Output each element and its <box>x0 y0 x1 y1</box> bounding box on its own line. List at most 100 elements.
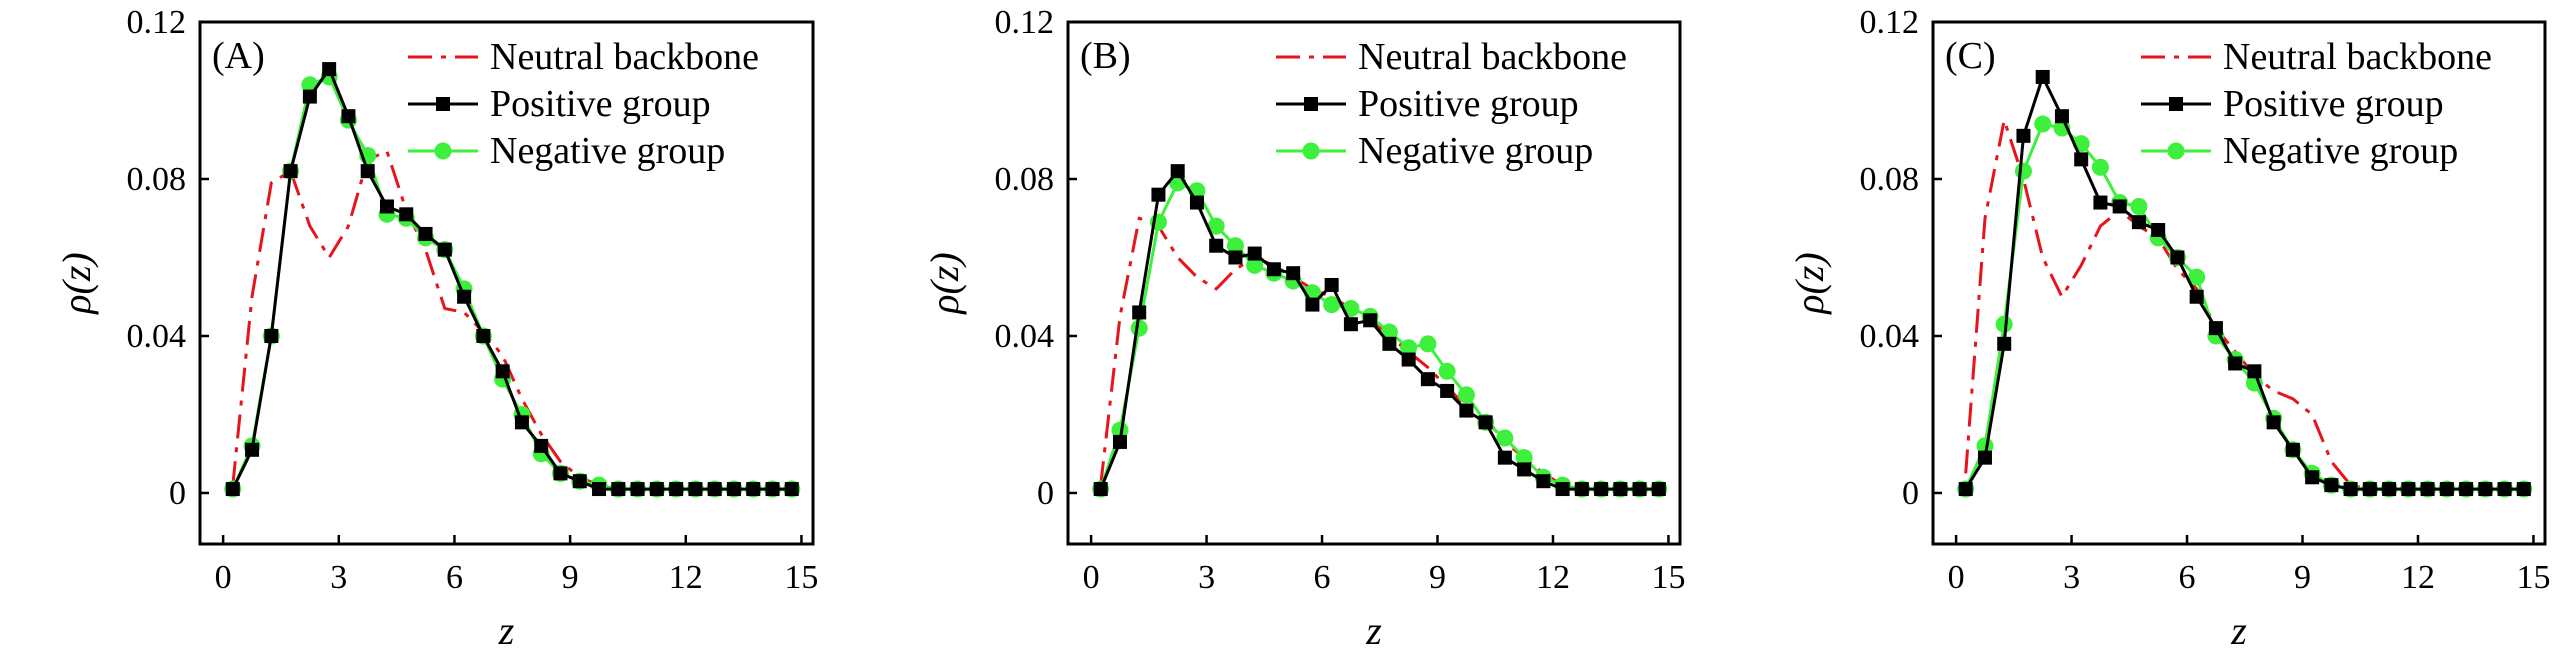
data-point <box>1246 256 1264 274</box>
data-point <box>1324 277 1339 292</box>
data-point <box>553 466 568 481</box>
legend: Neutral backbone Positive group Negative g… <box>408 36 759 172</box>
series-neutral-backbone <box>1964 118 2524 491</box>
data-point <box>2188 268 2206 286</box>
x-tick-label: 6 <box>1314 559 1331 596</box>
data-point <box>1515 449 1533 467</box>
data-point <box>1497 450 1512 465</box>
data-point <box>630 482 645 497</box>
panel-b: 0 3 6 9 12 15 0 0.04 0.08 0.12 z ρ(z) (B) Neutral bac… <box>922 4 1685 653</box>
data-point <box>688 482 703 497</box>
series-neutral-backbone <box>231 150 792 491</box>
data-point <box>2324 478 2339 493</box>
data-point <box>1132 305 1147 320</box>
data-point <box>2497 482 2512 497</box>
data-point <box>1207 217 1225 235</box>
y-axis-label: ρ(z) <box>1787 252 1832 315</box>
data-point <box>1457 386 1475 404</box>
x-tick-label: 0 <box>1948 559 1965 596</box>
y-tick-label: 0.04 <box>995 318 1055 355</box>
data-point <box>1419 335 1437 353</box>
y-tick-label: 0 <box>169 475 186 512</box>
data-point <box>1343 317 1358 332</box>
series-neutral-backbone <box>1099 216 1659 491</box>
data-point <box>2362 482 2377 497</box>
data-point <box>1517 462 1532 477</box>
legend-entry: Positive group <box>1358 83 1579 125</box>
data-point <box>649 482 664 497</box>
legend-entry: Negative group <box>2223 130 2458 172</box>
data-point <box>1400 339 1418 357</box>
legend-marker <box>434 142 452 160</box>
data-point <box>572 474 587 489</box>
series-line <box>1099 216 1659 491</box>
data-point <box>2093 195 2108 210</box>
series-line <box>1964 122 2524 491</box>
y-axis-label: ρ(z) <box>54 252 99 315</box>
data-point <box>1151 187 1166 202</box>
data-point <box>2034 115 2052 133</box>
x-tick-label: 12 <box>1536 559 1570 596</box>
data-point <box>264 328 279 343</box>
legend-entry: Positive group <box>490 83 711 125</box>
legend-entry: Neutral backbone <box>2223 36 2492 78</box>
data-point <box>534 438 549 453</box>
y-tick-label: 0.08 <box>1860 161 1920 198</box>
data-point <box>1997 336 2012 351</box>
data-point <box>2266 415 2281 430</box>
data-point <box>283 164 298 179</box>
data-point <box>1266 262 1281 277</box>
data-point <box>2054 109 2069 124</box>
series-line <box>1099 181 1659 491</box>
panel-label: (B) <box>1080 35 1131 77</box>
data-point <box>495 364 510 379</box>
x-axis-label: z <box>2230 608 2247 653</box>
data-point <box>1651 482 1666 497</box>
series-positive-group <box>225 62 799 497</box>
data-point <box>611 482 626 497</box>
data-point <box>2130 197 2148 215</box>
data-point <box>457 289 472 304</box>
data-point <box>1977 450 1992 465</box>
data-point <box>225 482 240 497</box>
plot-frame <box>198 20 815 546</box>
x-tick-label: 0 <box>215 559 232 596</box>
data-point <box>514 415 529 430</box>
data-point <box>1111 421 1129 439</box>
data-point <box>1363 313 1378 328</box>
data-point <box>2189 289 2204 304</box>
legend: Neutral backbone Positive group Negative g… <box>2141 36 2492 172</box>
x-tick-label: 15 <box>1651 559 1685 596</box>
legend-entry: Neutral backbone <box>490 36 759 78</box>
data-point <box>1958 482 1973 497</box>
data-point <box>1305 297 1320 312</box>
x-tick-label: 15 <box>784 559 818 596</box>
series-line <box>1099 169 1659 491</box>
data-point <box>1420 372 1435 387</box>
data-point <box>1555 482 1570 497</box>
panel-a: 0 3 6 9 12 15 0 0.04 0.08 0.12 z ρ(z) (A) Neutral bac… <box>54 4 818 653</box>
x-tick-label: 3 <box>1198 559 1215 596</box>
x-tick-label: 9 <box>1429 559 1446 596</box>
data-point <box>2131 215 2146 230</box>
data-point <box>592 482 607 497</box>
data-point <box>399 207 414 222</box>
series-positive-group <box>1093 164 1666 497</box>
data-point <box>2016 128 2031 143</box>
data-point <box>2343 482 2358 497</box>
legend-entry: Neutral backbone <box>1358 36 1627 78</box>
x-axis-label: z <box>498 608 515 653</box>
x-tick-label: 12 <box>2401 559 2435 596</box>
series-line <box>231 150 792 491</box>
data-point <box>2516 482 2531 497</box>
data-point <box>746 482 761 497</box>
panel-label: (A) <box>212 35 265 77</box>
y-tick-label: 0.08 <box>995 161 1055 198</box>
data-point <box>302 89 317 104</box>
x-tick-label: 0 <box>1083 559 1100 596</box>
data-point <box>2035 69 2050 84</box>
data-point <box>2151 223 2166 238</box>
y-tick-label: 0.04 <box>127 318 187 355</box>
data-point <box>1093 482 1108 497</box>
